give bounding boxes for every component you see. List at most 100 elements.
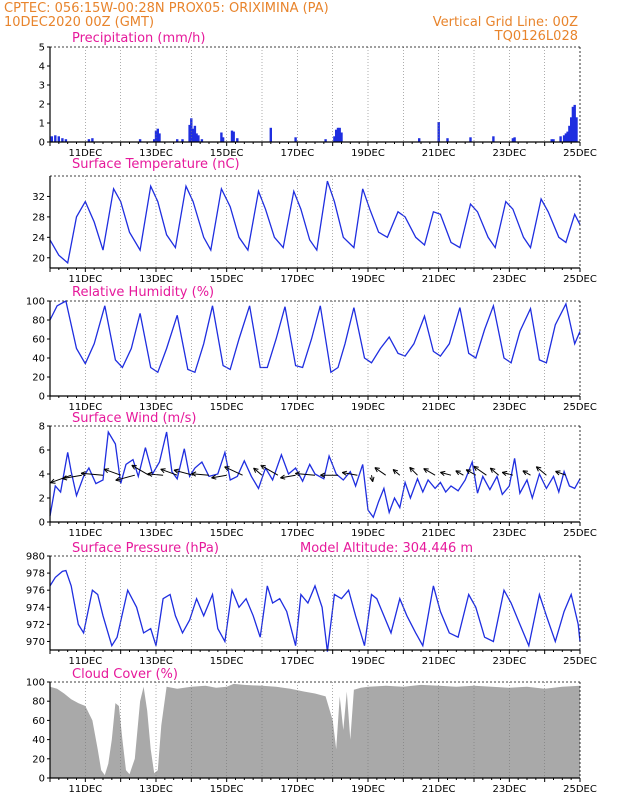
precip-bar	[50, 136, 53, 142]
precip-bar	[236, 138, 239, 142]
x-tick-label: 23DEC	[492, 784, 526, 795]
station-info: CPTEC: 056:15W-00:28N PROX05: ORIXIMINA …	[4, 1, 329, 16]
pressure-panel: 970 972 974 976 978 980 11DEC 13DEC 15DEC 17DEC 19…	[26, 552, 597, 668]
temperature-line	[49, 180, 581, 265]
pressure-title: Surface Pressure (hPa)	[72, 541, 219, 556]
x-tick-label: 23DEC	[492, 402, 526, 413]
precip-bar	[269, 127, 272, 143]
x-tick-label: 21DEC	[422, 148, 456, 159]
wind-arrow	[423, 468, 436, 476]
precip-bar	[559, 136, 562, 142]
wind-arrow	[253, 467, 263, 476]
x-tick-label: 13DEC	[139, 784, 173, 795]
x-tick-label: 25DEC	[563, 148, 597, 159]
x-tick-label: 17DEC	[280, 148, 314, 159]
precip-bar	[230, 130, 234, 142]
precip-bar	[513, 137, 516, 143]
y-tick-label: 60	[32, 716, 45, 727]
wind-arrow	[392, 469, 401, 476]
x-tick-label: 25DEC	[563, 784, 597, 795]
y-tick-label: 4	[39, 62, 45, 73]
precip-bar	[570, 117, 573, 142]
precip-bar	[564, 133, 568, 142]
wind-arrow	[173, 468, 194, 476]
precip-bar	[333, 136, 336, 142]
y-tick-label: 0	[39, 392, 45, 403]
precip-bar	[575, 117, 578, 142]
wind-arrow	[50, 474, 72, 484]
precip-bar	[221, 137, 225, 143]
y-tick-label: 8	[39, 422, 45, 433]
wind-arrow	[224, 466, 243, 476]
cloud-cover-panel: 0 20 40 60 80 100 11DEC 13DEC 15DEC 17DEC 19DEC 21D…	[26, 678, 597, 796]
precip-bar	[418, 138, 421, 142]
precip-bar	[568, 125, 571, 142]
wind-arrow	[489, 467, 500, 476]
y-tick-label: 80	[32, 316, 45, 327]
y-tick-label: 972	[26, 620, 45, 631]
x-tick-label: 23DEC	[492, 274, 526, 285]
x-tick-label: 21DEC	[422, 656, 456, 667]
x-tick-label: 17DEC	[280, 656, 314, 667]
x-tick-label: 11DEC	[68, 148, 102, 159]
precip-bar	[54, 135, 57, 142]
wind-arrow	[409, 466, 418, 476]
y-tick-label: 2	[39, 494, 45, 505]
wind-arrow	[147, 471, 164, 477]
wind-arrow	[473, 465, 487, 476]
y-tick-label: 24	[32, 233, 45, 244]
precip-bar	[550, 139, 553, 143]
precip-bar	[220, 132, 223, 142]
y-tick-label: 40	[32, 354, 45, 365]
cloud-cover-title: Cloud Cover (%)	[72, 667, 178, 682]
x-tick-label: 25DEC	[563, 528, 597, 539]
precip-bar	[197, 135, 200, 142]
precip-bar	[195, 133, 198, 142]
precip-bar	[156, 128, 159, 142]
x-tick-label: 13DEC	[139, 274, 173, 285]
precip-bar	[562, 135, 566, 142]
wind-arrow	[115, 474, 135, 482]
y-tick-label: 970	[26, 637, 45, 648]
x-tick-label: 21DEC	[422, 528, 456, 539]
precip-bar	[573, 104, 576, 142]
x-tick-label: 21DEC	[422, 402, 456, 413]
y-tick-label: 20	[32, 253, 45, 264]
wind-title: Surface Wind (m/s)	[72, 411, 196, 426]
y-tick-label: 974	[26, 603, 45, 614]
x-tick-label: 17DEC	[280, 784, 314, 795]
precip-bar	[87, 139, 91, 143]
x-tick-label: 15DEC	[210, 274, 244, 285]
y-tick-label: 60	[32, 335, 45, 346]
precip-bar	[158, 133, 161, 142]
x-tick-label: 25DEC	[563, 656, 597, 667]
humidity-title: Relative Humidity (%)	[72, 285, 214, 300]
precip-bar	[492, 136, 495, 142]
x-tick-label: 19DEC	[351, 528, 385, 539]
x-tick-label: 15DEC	[210, 656, 244, 667]
y-tick-label: 4	[39, 470, 45, 481]
precip-bar	[338, 127, 341, 143]
y-tick-label: 976	[26, 586, 45, 597]
x-tick-label: 11DEC	[68, 402, 102, 413]
wind-arrow	[62, 474, 82, 481]
pressure-line	[49, 569, 581, 652]
y-tick-label: 80	[32, 697, 45, 708]
y-tick-label: 20	[32, 373, 45, 384]
x-tick-label: 15DEC	[210, 148, 244, 159]
wind-arrow	[374, 467, 386, 476]
y-tick-label: 40	[32, 735, 45, 746]
precip-bar	[446, 138, 449, 142]
y-tick-label: 28	[32, 212, 45, 223]
x-tick-label: 11DEC	[68, 656, 102, 667]
x-tick-label: 13DEC	[139, 528, 173, 539]
wind-arrow	[501, 470, 514, 476]
y-tick-label: 0	[39, 138, 45, 149]
wind-arrow	[555, 470, 567, 476]
x-tick-label: 19DEC	[351, 656, 385, 667]
y-tick-label: 0	[39, 518, 45, 529]
humidity-line	[49, 300, 581, 374]
wind-arrow	[80, 471, 104, 477]
precip-bar	[511, 138, 515, 142]
precip-bar	[200, 139, 204, 143]
